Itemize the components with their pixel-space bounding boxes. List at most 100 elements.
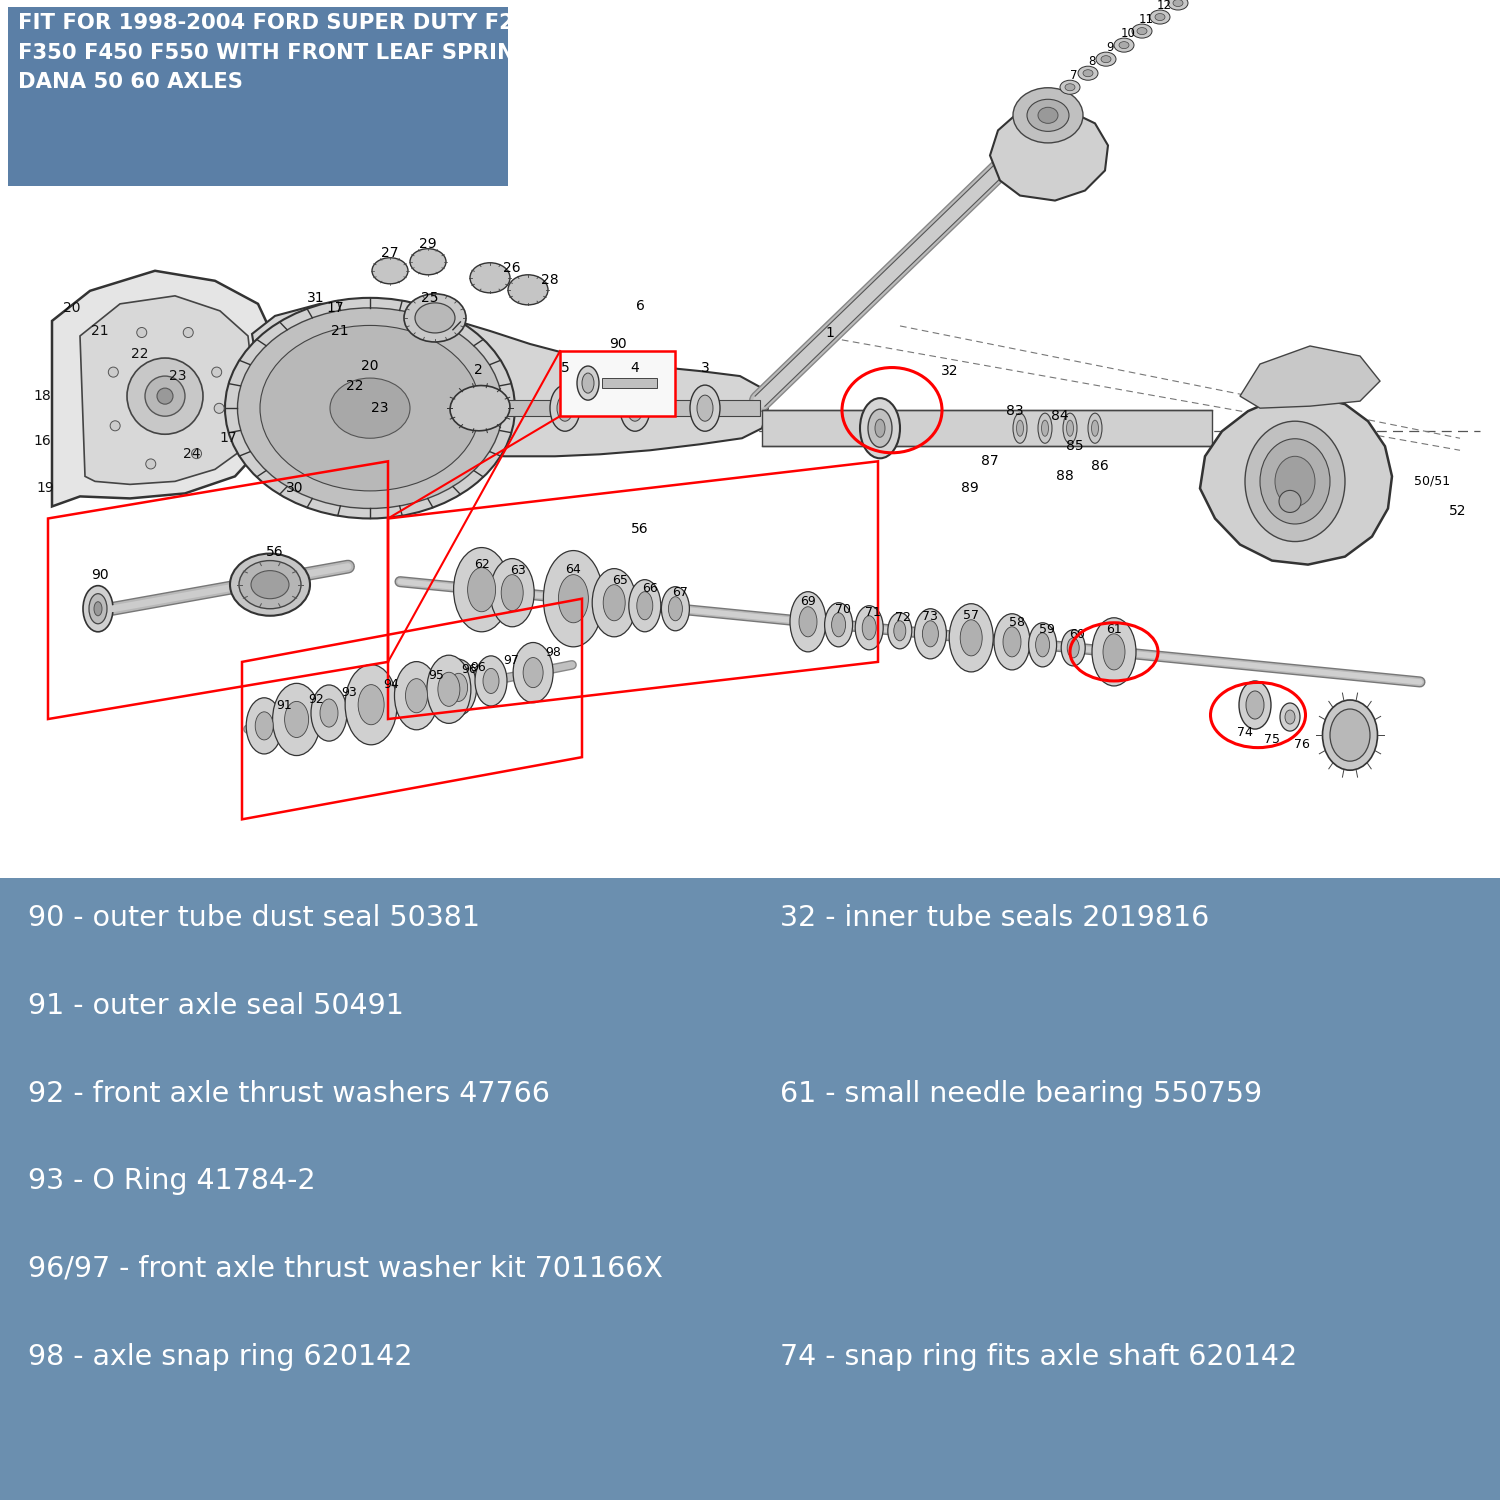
Text: 17: 17 — [219, 430, 237, 445]
Ellipse shape — [273, 684, 321, 756]
Text: 23: 23 — [170, 369, 186, 382]
Text: 32: 32 — [942, 364, 958, 378]
Ellipse shape — [1060, 630, 1084, 666]
Ellipse shape — [1038, 108, 1058, 123]
Text: 85: 85 — [1066, 440, 1084, 453]
Ellipse shape — [994, 614, 1030, 670]
Text: 21: 21 — [92, 324, 110, 338]
Ellipse shape — [1245, 422, 1346, 542]
Text: FIT FOR 1998-2004 FORD SUPER DUTY F250
F350 F450 F550 WITH FRONT LEAF SPRING
DAN: FIT FOR 1998-2004 FORD SUPER DUTY F250 F… — [18, 13, 543, 92]
Ellipse shape — [251, 570, 290, 598]
Ellipse shape — [1088, 413, 1102, 444]
Text: 98 - axle snap ring 620142: 98 - axle snap ring 620142 — [28, 1342, 412, 1371]
Ellipse shape — [450, 674, 468, 702]
Text: 1: 1 — [825, 326, 834, 340]
Ellipse shape — [1078, 66, 1098, 80]
Ellipse shape — [1004, 627, 1022, 657]
Ellipse shape — [470, 262, 510, 292]
Ellipse shape — [698, 394, 712, 422]
Text: 93: 93 — [340, 687, 357, 699]
Text: 29: 29 — [419, 237, 436, 250]
Ellipse shape — [1013, 413, 1028, 444]
Text: 6: 6 — [636, 298, 645, 314]
Text: 27: 27 — [381, 246, 399, 259]
Ellipse shape — [1096, 53, 1116, 66]
Ellipse shape — [550, 386, 580, 430]
Ellipse shape — [690, 386, 720, 430]
Circle shape — [192, 448, 201, 459]
Ellipse shape — [1092, 420, 1098, 436]
Text: 90: 90 — [92, 567, 110, 582]
Text: 62: 62 — [474, 558, 489, 572]
Text: 94: 94 — [382, 678, 399, 692]
Text: 4: 4 — [630, 362, 639, 375]
Polygon shape — [53, 272, 272, 507]
Ellipse shape — [874, 419, 885, 436]
Ellipse shape — [468, 567, 495, 612]
Text: 57: 57 — [963, 609, 980, 622]
Ellipse shape — [1114, 38, 1134, 52]
Polygon shape — [1200, 396, 1392, 564]
Text: 96: 96 — [471, 662, 486, 674]
Text: 93 - O Ring 41784-2: 93 - O Ring 41784-2 — [28, 1167, 315, 1196]
Text: 69: 69 — [800, 596, 816, 608]
Text: 72: 72 — [896, 612, 912, 624]
Text: 84: 84 — [1052, 410, 1070, 423]
Ellipse shape — [1260, 438, 1330, 524]
Circle shape — [146, 459, 156, 470]
Ellipse shape — [1060, 80, 1080, 94]
Text: 83: 83 — [1007, 404, 1025, 418]
Circle shape — [146, 376, 184, 416]
Ellipse shape — [237, 308, 502, 509]
Text: 3: 3 — [700, 362, 709, 375]
Ellipse shape — [790, 591, 826, 652]
Text: 76: 76 — [1294, 738, 1310, 750]
Ellipse shape — [88, 594, 106, 624]
Ellipse shape — [915, 609, 946, 658]
Circle shape — [128, 358, 202, 434]
Ellipse shape — [94, 602, 102, 616]
Circle shape — [183, 327, 194, 338]
Ellipse shape — [859, 398, 900, 459]
Ellipse shape — [638, 591, 652, 620]
Bar — [480, 400, 760, 416]
Ellipse shape — [922, 621, 939, 646]
Text: 31: 31 — [308, 291, 326, 304]
Text: 7: 7 — [1071, 69, 1077, 81]
Ellipse shape — [862, 616, 876, 640]
Ellipse shape — [1275, 456, 1316, 507]
FancyBboxPatch shape — [8, 8, 509, 186]
Ellipse shape — [1323, 700, 1377, 770]
Ellipse shape — [260, 326, 480, 490]
Circle shape — [108, 368, 118, 376]
Text: 50/51: 50/51 — [1414, 476, 1450, 488]
Ellipse shape — [404, 294, 466, 342]
Ellipse shape — [1013, 87, 1083, 142]
Bar — [560, 351, 675, 416]
Ellipse shape — [950, 603, 993, 672]
Text: 26: 26 — [503, 261, 520, 274]
Text: 75: 75 — [1264, 732, 1280, 746]
Text: 73: 73 — [922, 610, 939, 624]
Circle shape — [136, 327, 147, 338]
Text: 8: 8 — [1089, 54, 1095, 68]
Ellipse shape — [894, 621, 906, 640]
Text: 21: 21 — [332, 324, 350, 338]
Text: 66: 66 — [642, 582, 657, 594]
Circle shape — [214, 404, 223, 414]
Text: 18: 18 — [33, 388, 51, 404]
Text: 92 - front axle thrust washers 47766: 92 - front axle thrust washers 47766 — [28, 1080, 550, 1107]
Text: 74 - snap ring fits axle shaft 620142: 74 - snap ring fits axle shaft 620142 — [780, 1342, 1298, 1371]
Ellipse shape — [825, 603, 852, 646]
Polygon shape — [80, 296, 252, 484]
Ellipse shape — [1286, 710, 1294, 724]
Ellipse shape — [1028, 99, 1069, 132]
Text: 59: 59 — [1040, 624, 1054, 636]
Text: 98: 98 — [544, 646, 561, 658]
Text: 24: 24 — [183, 447, 201, 462]
Ellipse shape — [1029, 622, 1056, 668]
Ellipse shape — [476, 656, 507, 706]
Ellipse shape — [1065, 84, 1076, 92]
Text: 20: 20 — [63, 302, 81, 315]
Ellipse shape — [453, 548, 510, 632]
